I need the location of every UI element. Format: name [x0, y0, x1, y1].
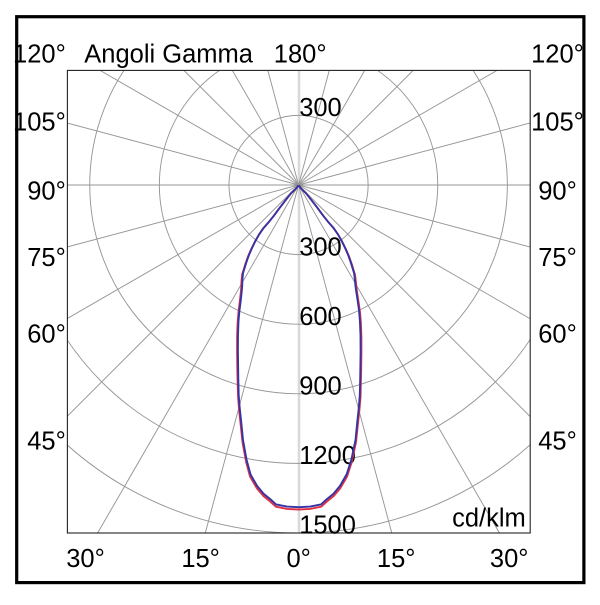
svg-text:105°: 105°: [13, 109, 66, 137]
svg-text:75°: 75°: [27, 244, 66, 272]
svg-text:45°: 45°: [27, 427, 66, 455]
svg-text:90°: 90°: [27, 177, 66, 205]
svg-text:300: 300: [299, 94, 342, 122]
svg-text:15°: 15°: [181, 545, 220, 573]
svg-text:75°: 75°: [538, 244, 577, 272]
svg-text:30°: 30°: [490, 545, 529, 573]
svg-text:45°: 45°: [538, 427, 577, 455]
svg-text:1200: 1200: [299, 442, 356, 470]
svg-text:1500: 1500: [299, 512, 356, 540]
svg-text:180°: 180°: [274, 41, 327, 69]
svg-text:90°: 90°: [538, 177, 577, 205]
svg-text:120°: 120°: [531, 41, 584, 69]
svg-text:60°: 60°: [538, 320, 577, 348]
svg-text:600: 600: [299, 303, 342, 331]
svg-text:120°: 120°: [13, 41, 66, 69]
svg-text:60°: 60°: [27, 320, 66, 348]
svg-text:0°: 0°: [287, 545, 311, 573]
svg-text:900: 900: [299, 372, 342, 400]
svg-text:300: 300: [299, 234, 342, 262]
svg-text:15°: 15°: [377, 545, 416, 573]
svg-text:105°: 105°: [531, 109, 584, 137]
svg-text:Angoli Gamma: Angoli Gamma: [84, 41, 253, 69]
svg-text:cd/klm: cd/klm: [452, 505, 526, 533]
svg-text:30°: 30°: [66, 545, 105, 573]
